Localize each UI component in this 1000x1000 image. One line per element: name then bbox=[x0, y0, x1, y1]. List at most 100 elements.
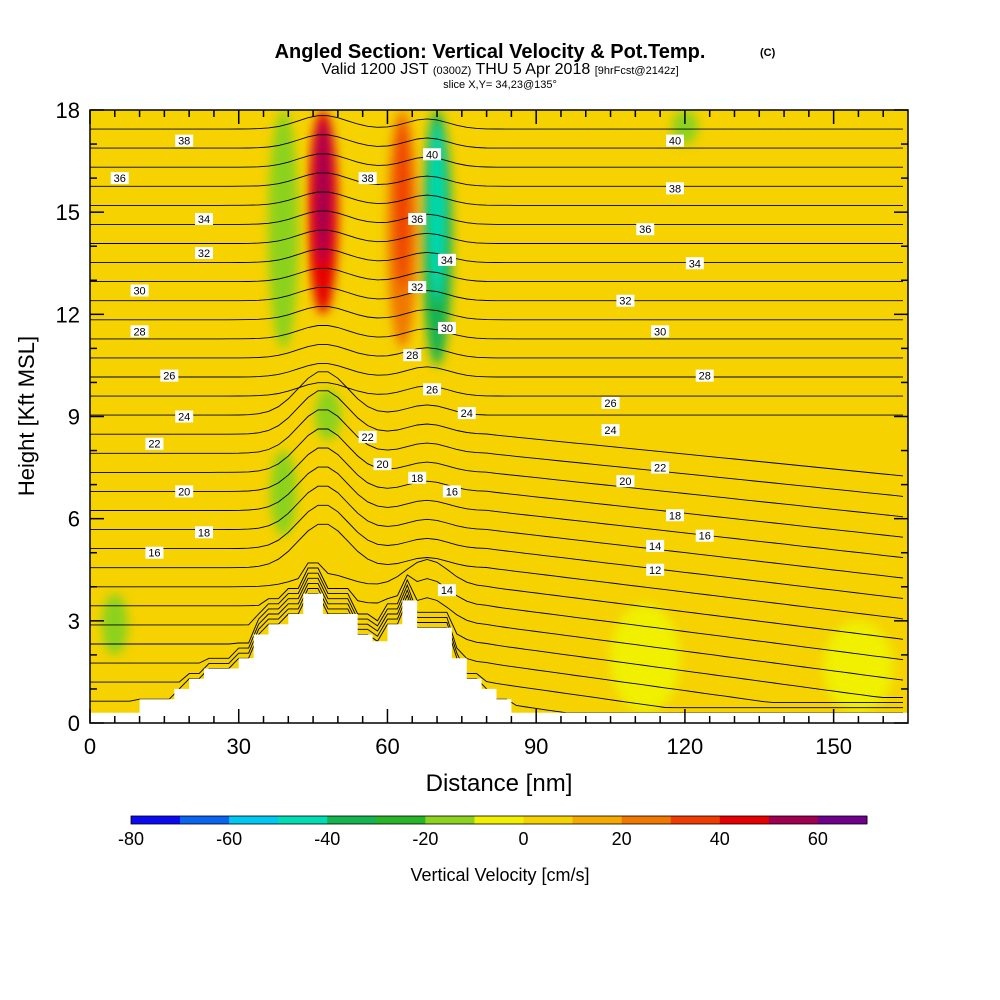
contour-label-text: 14 bbox=[441, 585, 453, 597]
contour-label-text: 34 bbox=[441, 255, 453, 267]
velocity-feature-downdraft bbox=[270, 450, 297, 536]
y-axis-label: Height [Kft MSL] bbox=[14, 336, 39, 496]
valid-time-line: Valid 1200 JST (0300Z) THU 5 Apr 2018 [9… bbox=[321, 61, 678, 78]
valid-date: THU 5 Apr 2018 bbox=[476, 61, 591, 78]
contour-label-26: 26 bbox=[160, 369, 179, 383]
contour-label-20: 20 bbox=[373, 458, 392, 471]
contour-label-36: 36 bbox=[110, 172, 129, 185]
contour-label-bg bbox=[408, 281, 427, 294]
contour-label-bg bbox=[358, 430, 377, 443]
contour-label-bg bbox=[175, 134, 194, 147]
contour-label-30: 30 bbox=[130, 284, 149, 297]
colorbar-tick-label: 60 bbox=[808, 829, 828, 849]
theta-contour-25 bbox=[90, 390, 904, 477]
contour-label-text: 24 bbox=[461, 408, 473, 420]
contour-label-text: 16 bbox=[699, 531, 711, 543]
colorbar-swatch bbox=[523, 816, 574, 824]
x-tick-labels: 0 30 60 90 120 150 bbox=[84, 734, 852, 759]
colorbar-swatch bbox=[327, 816, 377, 824]
contour-label-text: 40 bbox=[669, 136, 681, 148]
contour-label-text: 28 bbox=[699, 371, 711, 383]
contour-label-30: 30 bbox=[651, 325, 670, 338]
contour-label-bg bbox=[616, 294, 635, 307]
velocity-feature-downdraft bbox=[101, 593, 128, 655]
contour-label-text: 26 bbox=[426, 384, 438, 396]
contour-label-text: 20 bbox=[178, 486, 190, 498]
contour-labels: 12 14 14 16 16 16 18 18 18 20 20 20 22 22 22 24 24 24 26 26… bbox=[110, 134, 714, 597]
contour-label-bg bbox=[373, 458, 392, 471]
theta-contour-33 bbox=[90, 267, 903, 283]
contour-label-text: 22 bbox=[361, 432, 373, 444]
contour-label-text: 32 bbox=[198, 248, 210, 260]
theta-contour-19 bbox=[90, 504, 904, 599]
colorbar-tick-label: 40 bbox=[710, 829, 730, 849]
y-tick-label: 0 bbox=[68, 711, 80, 736]
y-tick-label: 18 bbox=[56, 98, 80, 123]
colorbar bbox=[130, 815, 868, 825]
contour-label-text: 22 bbox=[148, 439, 160, 451]
colorbar-swatch bbox=[180, 816, 230, 824]
contour-label-bg bbox=[403, 349, 422, 362]
contour-label-28: 28 bbox=[695, 369, 714, 383]
contour-label-text: 38 bbox=[669, 183, 681, 195]
theta-contour-22 bbox=[90, 447, 904, 538]
valid-utc: (0300Z) bbox=[433, 65, 472, 77]
contour-label-bg bbox=[601, 396, 620, 409]
contour-label-text: 36 bbox=[639, 224, 651, 236]
contour-label-bg bbox=[145, 437, 164, 450]
contour-label-text: 18 bbox=[198, 527, 210, 539]
theta-contour-24 bbox=[90, 409, 904, 497]
x-axis-label: Distance [nm] bbox=[426, 770, 573, 797]
contour-label-bg bbox=[437, 253, 456, 266]
contour-label-bg bbox=[195, 212, 214, 225]
contour-label-text: 38 bbox=[361, 173, 373, 185]
contour-label-38: 38 bbox=[665, 182, 684, 195]
contour-label-text: 26 bbox=[604, 398, 616, 410]
colorbar-swatch bbox=[817, 816, 868, 824]
velocity-feature-weak-sinking bbox=[823, 620, 894, 713]
theta-contour-40 bbox=[90, 134, 903, 149]
colorbar-swatch bbox=[670, 816, 721, 824]
contour-label-text: 32 bbox=[619, 296, 631, 308]
theta-contours bbox=[90, 115, 904, 714]
theta-contour-27 bbox=[90, 382, 903, 397]
contour-label-bg bbox=[130, 284, 149, 297]
colorbar-tick-label: -80 bbox=[118, 829, 144, 849]
theta-contour-31 bbox=[90, 305, 903, 321]
contour-label-38: 38 bbox=[175, 134, 194, 148]
contour-label-text: 22 bbox=[654, 463, 666, 475]
contour-label-bg bbox=[408, 212, 427, 225]
colorbar-tick-label: 0 bbox=[519, 829, 529, 849]
contour-label-text: 30 bbox=[441, 323, 453, 335]
contour-label-text: 28 bbox=[133, 326, 145, 338]
contour-label-14: 14 bbox=[646, 539, 665, 553]
contour-label-text: 18 bbox=[669, 510, 681, 522]
colorbar-swatch bbox=[474, 816, 525, 824]
x-tick-label: 120 bbox=[667, 734, 704, 759]
contour-label-14: 14 bbox=[437, 584, 456, 597]
theta-contour-29 bbox=[90, 344, 903, 359]
valid-prefix: Valid 1200 JST bbox=[321, 61, 429, 78]
theta-contour-35 bbox=[90, 229, 903, 244]
theta-contour-41 bbox=[90, 115, 903, 130]
velocity-core-updraft bbox=[394, 121, 410, 289]
contour-label-22: 22 bbox=[145, 437, 164, 451]
contour-label-28: 28 bbox=[130, 325, 149, 338]
colorbar-tick-label: -40 bbox=[314, 829, 340, 849]
contour-label-38: 38 bbox=[358, 172, 377, 185]
contour-label-18: 18 bbox=[195, 526, 214, 539]
contour-label-bg bbox=[695, 369, 714, 382]
contour-label-text: 14 bbox=[649, 541, 661, 553]
contour-label-34: 34 bbox=[437, 253, 456, 267]
contour-label-bg bbox=[175, 410, 194, 423]
y-tick-label: 6 bbox=[68, 507, 80, 532]
theta-contour-12 bbox=[90, 588, 903, 709]
slice-label: slice X,Y= 34,23@135° bbox=[443, 79, 557, 91]
contour-label-text: 20 bbox=[376, 459, 388, 471]
y-tick-labels: 0 3 6 9 12 15 18 bbox=[56, 98, 80, 736]
contour-label-text: 24 bbox=[604, 425, 616, 437]
x-tick-label: 0 bbox=[84, 734, 96, 759]
colorbar-swatch bbox=[376, 816, 426, 824]
contour-label-20: 20 bbox=[616, 475, 635, 488]
velocity-feature-downdraft bbox=[268, 110, 299, 349]
